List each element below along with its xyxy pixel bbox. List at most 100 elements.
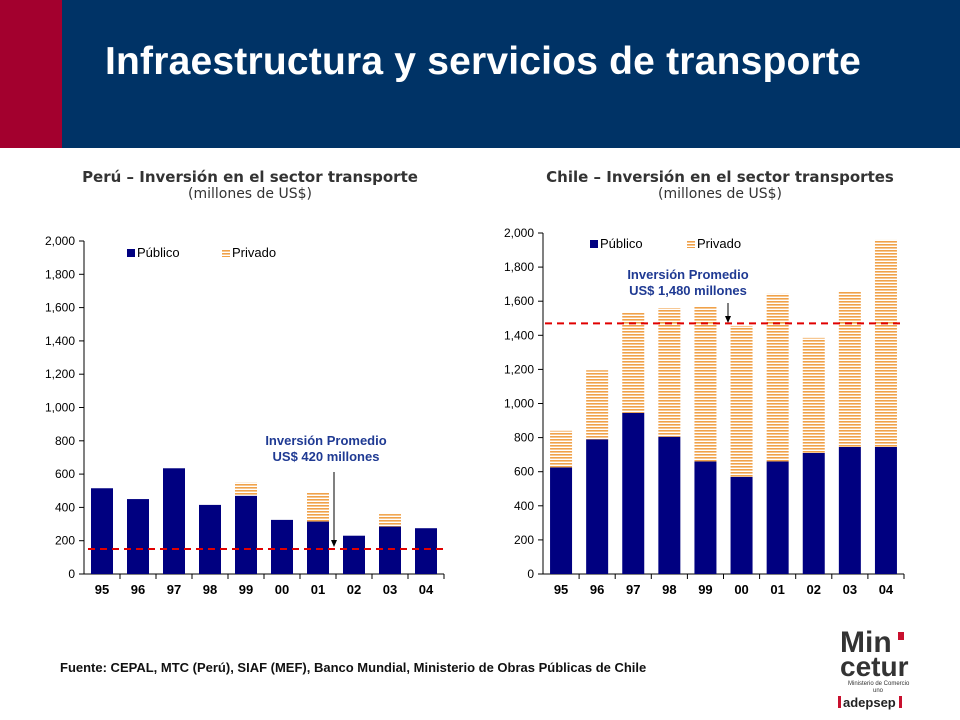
logo-text-line2: cetur: [840, 651, 909, 682]
y-tick-label: 0: [68, 567, 75, 581]
y-tick-label: 600: [514, 465, 534, 479]
y-tick-label: 800: [55, 434, 75, 448]
annotation-line2: US$ 1,480 millones: [629, 283, 747, 298]
x-tick-label: 95: [95, 582, 109, 597]
bar-publico: [730, 476, 753, 574]
chile-chart-subtitle: (millones de US$): [657, 186, 783, 202]
y-tick-label: 200: [514, 533, 534, 547]
x-tick-label: 97: [626, 582, 640, 597]
bar-privado: [730, 325, 753, 477]
y-tick-label: 1,200: [504, 362, 534, 376]
bar-publico: [838, 446, 861, 574]
bar-privado: [874, 239, 897, 447]
bar-publico: [163, 468, 185, 574]
bar-privado: [379, 514, 401, 527]
annotation-arrowhead: [725, 316, 731, 323]
legend-swatch-publico: [590, 240, 598, 248]
legend-label-publico: Público: [600, 236, 643, 251]
bar-publico: [271, 519, 293, 574]
annotation-line2: US$ 420 millones: [273, 449, 380, 464]
bar-privado: [694, 306, 717, 462]
mincetur-logo-graphic: Min cetur Ministerio de Comercio uno ade…: [838, 626, 910, 710]
bar-privado: [235, 482, 257, 496]
annotation-line1: Inversión Promedio: [627, 267, 748, 282]
bar-privado: [550, 430, 573, 468]
bar-publico: [91, 488, 113, 574]
legend-swatch-privado: [687, 240, 695, 248]
logo-subtext1: Ministerio de Comercio: [848, 681, 910, 687]
y-tick-label: 2,000: [504, 226, 534, 240]
mincetur-logo: Min cetur Ministerio de Comercio uno ade…: [838, 622, 938, 714]
adepsep-left-bar: [838, 696, 841, 708]
peru-chart-title: Perú – Inversión en el sector transporte: [82, 168, 418, 186]
peru-investment-chart: 02004006008001,0001,2001,4001,6001,8002,…: [45, 234, 445, 597]
y-tick-label: 600: [55, 467, 75, 481]
slide-header: Infraestructura y servicios de transport…: [0, 0, 960, 148]
chile-chart-title: Chile – Inversión en el sector transport…: [546, 168, 894, 186]
legend-swatch-publico: [127, 249, 135, 257]
x-tick-label: 03: [383, 582, 397, 597]
x-tick-label: 00: [275, 582, 289, 597]
x-tick-label: 98: [203, 582, 217, 597]
x-tick-label: 02: [347, 582, 361, 597]
y-tick-label: 2,000: [45, 234, 75, 248]
bar-publico: [874, 446, 897, 574]
bar-publico: [379, 526, 401, 574]
peru-chart-heading: Perú – Inversión en el sector transporte…: [40, 168, 460, 202]
bar-privado: [766, 293, 789, 462]
logo-subtext2: uno: [873, 688, 884, 694]
legend-label-privado: Privado: [232, 245, 276, 260]
bar-privado: [586, 370, 609, 440]
y-tick-label: 400: [55, 500, 75, 514]
x-tick-label: 98: [662, 582, 676, 597]
y-tick-label: 1,400: [45, 334, 75, 348]
bar-privado: [307, 492, 329, 522]
bar-privado: [658, 308, 681, 437]
x-tick-label: 97: [167, 582, 181, 597]
header-accent-bar: [0, 0, 62, 148]
legend-label-publico: Público: [137, 245, 180, 260]
bar-publico: [307, 521, 329, 574]
x-tick-label: 03: [843, 582, 857, 597]
adepsep-right-bar: [899, 696, 902, 708]
x-tick-label: 04: [879, 582, 894, 597]
source-note: Fuente: CEPAL, MTC (Perú), SIAF (MEF), B…: [60, 660, 647, 675]
bar-publico: [550, 467, 573, 574]
y-tick-label: 0: [527, 567, 534, 581]
x-tick-label: 00: [734, 582, 748, 597]
x-tick-label: 96: [131, 582, 145, 597]
y-tick-label: 1,600: [504, 294, 534, 308]
y-tick-label: 200: [55, 534, 75, 548]
bar-publico: [766, 461, 789, 574]
bar-privado: [838, 291, 861, 447]
legend-label-privado: Privado: [697, 236, 741, 251]
x-tick-label: 95: [554, 582, 568, 597]
y-tick-label: 1,400: [504, 328, 534, 342]
legend-swatch-privado: [222, 249, 230, 257]
x-tick-label: 01: [770, 582, 784, 597]
y-tick-label: 1,200: [45, 367, 75, 381]
x-tick-label: 99: [698, 582, 712, 597]
bar-publico: [343, 535, 365, 574]
annotation-line1: Inversión Promedio: [265, 433, 386, 448]
y-tick-label: 1,600: [45, 301, 75, 315]
bar-publico: [415, 528, 437, 574]
y-tick-label: 800: [514, 431, 534, 445]
bar-publico: [127, 499, 149, 574]
chile-investment-chart: 02 0 04 00 600 800 1,000 1,200 1,400 1,600 1,800 2,…: [504, 226, 905, 597]
x-tick-label: 02: [807, 582, 821, 597]
y-tick-label: 1,000: [504, 397, 534, 411]
adepsep-logo-text: adepsep: [843, 695, 896, 710]
slide-title: Infraestructura y servicios de transport…: [105, 40, 861, 83]
bar-publico: [586, 439, 609, 574]
bar-publico: [235, 495, 257, 574]
bar-privado: [622, 312, 645, 413]
peru-chart-subtitle: (millones de US$): [187, 186, 313, 202]
y-tick-label: 1,800: [504, 260, 534, 274]
y-tick-label: 1,800: [45, 267, 75, 281]
y-tick-label: 1,000: [45, 401, 75, 415]
logo-text-line1: Min: [840, 626, 892, 659]
x-tick-label: 01: [311, 582, 325, 597]
bar-publico: [622, 412, 645, 574]
chile-chart-heading: Chile – Inversión en el sector transport…: [500, 168, 940, 202]
